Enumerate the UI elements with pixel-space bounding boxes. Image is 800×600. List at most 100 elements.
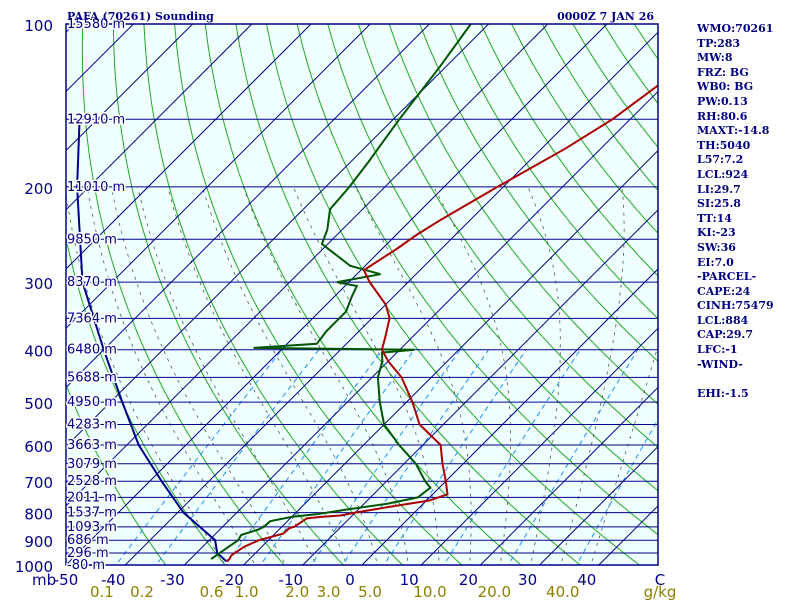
sounding-index: LI:29.7 <box>697 182 741 196</box>
pressure-tick-label: 300 <box>24 275 53 293</box>
pressure-tick-label: 500 <box>24 395 53 413</box>
sounding-index: CAPE:24 <box>697 284 751 298</box>
isotherm <box>361 268 658 565</box>
temperature-tick-label: 20 <box>459 571 478 589</box>
height-label: 4283 m <box>67 418 117 433</box>
isotherm <box>124 31 658 565</box>
mixing-ratio-tick-label: 1.0 <box>235 583 259 600</box>
mixing-ratio-tick-label: 20.0 <box>478 583 511 600</box>
mixing-ratio-line <box>259 349 415 565</box>
sounding-index: -WIND- <box>697 357 743 371</box>
temperature-tick-label: -40 <box>101 571 126 589</box>
dry-adiabat <box>81 24 285 565</box>
sounding-index: KI:-23 <box>697 226 736 240</box>
sounding-index: EI:7.0 <box>697 255 734 269</box>
isotherm <box>302 209 658 565</box>
dry-adiabat <box>388 24 658 405</box>
mixing-ratio-line <box>115 349 283 565</box>
temperature-unit-label: C <box>655 571 665 589</box>
temperature-tick-label: -20 <box>219 571 244 589</box>
height-label: 4950 m <box>67 395 117 410</box>
mixing-ratio-line <box>224 349 383 565</box>
pressure-unit-label: mb <box>32 571 56 589</box>
sounding-index: CINH:75479 <box>697 299 774 313</box>
mixing-ratio-tick-label: 40.0 <box>546 583 579 600</box>
isotherm <box>66 24 253 211</box>
height-label: 1093 m <box>67 520 117 535</box>
mixing-ratio-line <box>443 349 581 565</box>
sounding-index: LCL:924 <box>697 167 749 181</box>
dry-adiabat <box>112 24 345 565</box>
dry-adiabat <box>66 235 226 565</box>
sounding-index: LFC:-1 <box>697 343 738 357</box>
temperature-trace <box>225 84 658 563</box>
moist-adiabat <box>293 186 440 565</box>
sounding-index: RH:80.6 <box>697 109 748 123</box>
sounding-index: FRZ: BG <box>697 65 749 79</box>
mixing-ratio-tick-label: 0.2 <box>130 583 154 600</box>
temperature-tick-label: -10 <box>279 571 304 589</box>
isotherm <box>184 90 658 565</box>
isotherm <box>480 386 658 565</box>
height-label: 296 m <box>67 546 109 561</box>
dry-adiabat <box>419 24 658 362</box>
mixing-ratio-tick-label: 5.0 <box>358 583 382 600</box>
height-label: 7364 m <box>67 311 117 326</box>
dry-adiabat <box>327 24 658 492</box>
height-label: 15580 m <box>67 17 125 32</box>
dry-adiabat <box>357 24 658 448</box>
sounding-index <box>697 372 797 387</box>
moist-adiabat <box>527 186 561 565</box>
dry-adiabat <box>174 24 463 565</box>
pressure-tick-label: 100 <box>24 17 53 35</box>
isotherm <box>539 445 658 565</box>
sounding-index: SW:36 <box>697 240 736 254</box>
dry-adiabat <box>296 24 658 536</box>
moist-adiabat <box>167 186 348 565</box>
height-label: -80 m <box>67 558 105 573</box>
moist-adiabat <box>243 186 409 565</box>
mixing-ratio-line <box>155 349 320 565</box>
isotherm <box>66 24 549 507</box>
pressure-tick-label: 400 <box>24 343 53 361</box>
sounding-index: MAXT:-14.8 <box>697 124 770 138</box>
mixing-ratio-tick-label: 10.0 <box>413 583 446 600</box>
isotherm <box>66 24 371 329</box>
pressure-tick-label: 700 <box>24 474 53 492</box>
temperature-tick-label: 40 <box>577 571 596 589</box>
height-label: 2528 m <box>67 474 117 489</box>
mixing-ratio-line <box>341 349 490 565</box>
sounding-index: EHI:-1.5 <box>697 386 749 400</box>
height-label: 8370 m <box>67 275 117 290</box>
height-label: 12910 m <box>67 112 125 127</box>
isotherm <box>243 149 658 565</box>
height-label: 11010 m <box>67 180 125 195</box>
isotherm <box>420 327 658 565</box>
mixing-ratio-line <box>310 349 461 565</box>
dry-adiabat <box>66 383 167 565</box>
height-label: 5688 m <box>67 370 117 385</box>
temperature-tick-label: 30 <box>518 571 537 589</box>
isotherm <box>66 24 608 565</box>
sounding-index: TH:5040 <box>697 138 751 152</box>
mixing-ratio-tick-label: 0.6 <box>200 583 224 600</box>
isotherm <box>66 24 193 152</box>
sounding-index: TT:14 <box>697 211 732 225</box>
dewpoint-trace <box>210 24 472 560</box>
dry-adiabat <box>235 24 581 565</box>
pressure-tick-label: 800 <box>24 506 53 524</box>
pressure-tick-label: 1000 <box>15 558 53 576</box>
dry-adiabat <box>449 24 658 320</box>
mixing-ratio-tick-label: 2.0 <box>285 583 309 600</box>
plot-frame <box>65 23 659 566</box>
height-label: 3079 m <box>67 457 117 472</box>
sounding-index: TP:283 <box>697 36 741 50</box>
mixing-ratio-unit-label: g/kg <box>644 583 677 600</box>
sounding-indices-panel: WMO:70261 TP:283 MW:8 FRZ: BG WB0: BG PW:0.13… <box>697 22 797 401</box>
mixing-ratio-line <box>507 349 639 565</box>
height-label: 6480 m <box>67 343 117 358</box>
dry-adiabat <box>143 24 404 565</box>
height-label: 686 m <box>67 533 109 548</box>
temperature-tick-label: -30 <box>160 571 185 589</box>
temperature-tick-label: 0 <box>345 571 355 589</box>
